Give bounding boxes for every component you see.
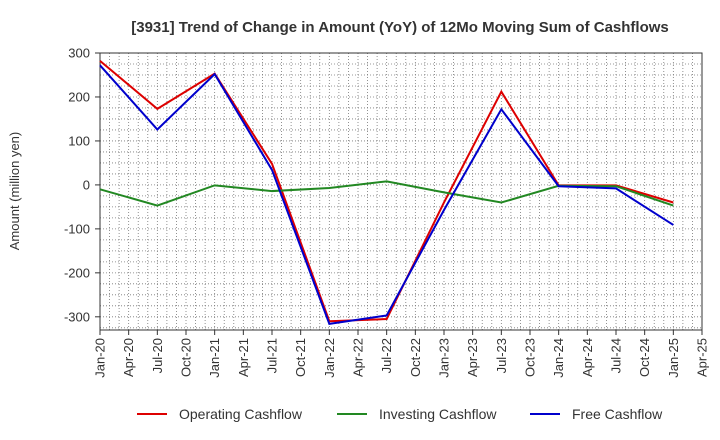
y-tick-label: 100 — [68, 133, 90, 148]
x-tick-label: Apr-21 — [236, 338, 251, 377]
plot-area — [99, 52, 703, 331]
x-tick-label: Jan-22 — [322, 338, 337, 378]
legend-label-free-cashflow: Free Cashflow — [572, 406, 663, 422]
x-tick-label: Oct-23 — [523, 338, 538, 377]
x-tick-label: Apr-20 — [121, 338, 136, 377]
legend-label-operating-cashflow: Operating Cashflow — [179, 406, 303, 422]
y-tick-label: 0 — [83, 177, 90, 192]
legend: Operating Cashflow Investing Cashflow Free… — [137, 406, 663, 422]
series-line-free-cashflow — [99, 64, 674, 325]
y-axis-label: Amount (million yen) — [7, 132, 22, 251]
x-tick-label: Apr-22 — [351, 338, 366, 377]
x-tick-label: Jan-20 — [93, 338, 108, 378]
x-tick-label: Jul-23 — [494, 338, 509, 373]
x-tick-label: Oct-20 — [179, 338, 194, 377]
x-tick-label: Jul-20 — [150, 338, 165, 373]
x-axis-ticks: Jan-20 Apr-20 Jul-20 Oct-20 Jan-21 Apr-21 Jul-… — [93, 330, 710, 378]
y-tick-label: -100 — [64, 221, 90, 236]
x-tick-label: Jan-21 — [207, 338, 222, 378]
series-line-investing-cashflow — [99, 180, 674, 207]
x-tick-label: Jul-21 — [265, 338, 280, 373]
series-lines — [99, 60, 674, 325]
y-axis-ticks: 300 200 100 0 -100 -200 -300 — [64, 46, 100, 324]
x-tick-label: Jan-23 — [437, 338, 452, 378]
grid-lines — [100, 53, 702, 330]
x-tick-label: Apr-24 — [580, 338, 595, 377]
chart-title: [3931] Trend of Change in Amount (YoY) o… — [131, 19, 669, 36]
y-tick-label: 200 — [68, 89, 90, 104]
x-tick-label: Jan-24 — [551, 338, 566, 378]
y-tick-label: -300 — [64, 309, 90, 324]
x-tick-label: Jul-24 — [609, 338, 624, 373]
x-tick-label: Oct-21 — [293, 338, 308, 377]
x-tick-label: Oct-22 — [408, 338, 423, 377]
x-tick-label: Jul-22 — [379, 338, 394, 373]
y-tick-label: 300 — [68, 46, 90, 61]
x-tick-label: Jan-25 — [666, 338, 681, 378]
x-tick-label: Apr-25 — [695, 338, 710, 377]
x-tick-label: Oct-24 — [637, 338, 652, 377]
y-tick-label: -200 — [64, 265, 90, 280]
x-tick-label: Apr-23 — [465, 338, 480, 377]
legend-label-investing-cashflow: Investing Cashflow — [379, 406, 497, 422]
